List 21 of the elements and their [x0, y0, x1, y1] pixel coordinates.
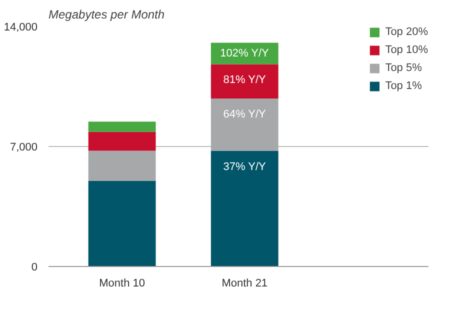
y-tick-label: 14,000: [4, 22, 38, 34]
x-tick-label: Month 10: [99, 278, 145, 290]
legend-label: Top 20%: [385, 26, 428, 38]
y-tick-label: 0: [31, 262, 38, 274]
bar: [210, 150, 278, 266]
bar: [88, 132, 156, 151]
bar: [88, 122, 156, 132]
annotation: 102% Y/Y: [220, 48, 270, 60]
bar: [88, 180, 156, 266]
bar: [210, 98, 278, 151]
legend-label: Top 1%: [385, 80, 422, 92]
annotation: 64% Y/Y: [223, 108, 266, 120]
y-tick-label: 7,000: [10, 142, 38, 154]
annotation: 37% Y/Y: [223, 160, 266, 173]
bar: [210, 64, 278, 98]
annotation: 81% Y/Y: [223, 74, 266, 86]
chart-title: Megabytes per Month: [48, 8, 165, 22]
x-tick-label: Month 21: [222, 278, 268, 290]
legend-label: Top 10%: [385, 44, 428, 56]
bar: [88, 150, 156, 181]
legend-label: Top 5%: [385, 62, 422, 74]
